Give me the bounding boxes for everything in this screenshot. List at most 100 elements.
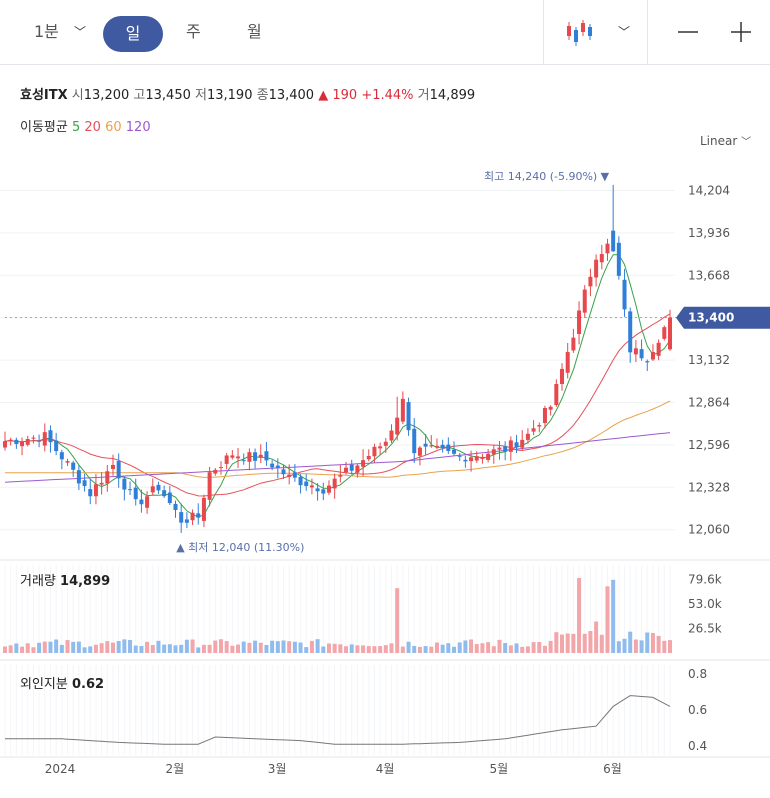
volume-bar [14,643,19,653]
volume-bar [93,644,98,653]
foreign-ownership-line [5,695,671,745]
candle-body [25,439,30,445]
scale-label: Linear [700,134,738,148]
candle-body [452,449,457,454]
volume-bar [531,642,536,653]
candle-body [304,481,309,487]
candle-body [656,342,661,356]
candle-body [639,349,644,359]
candle-body [571,337,576,351]
ma-60: 60 [105,120,122,135]
candle-body [491,449,496,455]
volume-bar [281,640,286,653]
volume-bar [71,641,76,653]
candle-body [599,254,604,263]
candle-body [594,259,599,278]
candle-body [662,327,667,339]
candle-body [145,496,150,508]
candle-body [457,455,462,457]
candle-body [417,447,422,456]
candle-body [520,439,525,448]
price-tick-label: 12,864 [688,395,730,409]
candle-body [247,452,252,462]
candle-body [349,464,354,471]
volume-bar [298,642,303,653]
candle-body [628,311,633,353]
volume-bar [25,643,30,653]
volume-bar [520,646,525,653]
volume-bar [389,643,394,653]
volume-bar [525,646,530,653]
volume-bar [429,646,434,653]
chevron-down-icon[interactable]: ﹀ [74,25,87,39]
candle-body [378,446,383,449]
close-value: 13,400 [268,88,315,103]
volume-bar [480,643,485,653]
interval-select[interactable]: 1분 [34,0,59,64]
volume-bar [8,645,13,653]
candle-body [531,428,536,432]
ma-20: 20 [84,120,101,135]
volume-bar [287,641,292,653]
volume-bar [201,644,206,653]
volume-bar [503,643,508,653]
volume-bar [332,643,337,653]
candle-body [258,454,263,458]
candle-body [207,472,212,500]
candle-body [82,480,87,487]
candle-body [400,398,405,422]
chevron-down-icon[interactable]: ﹀ [618,25,631,39]
plus-icon[interactable] [730,21,752,43]
candle-body [480,456,485,459]
volume-bar [633,639,638,653]
high-label: 고 [133,88,146,103]
candle-body [412,428,417,454]
open-value: 13,200 [83,88,130,103]
tab-week[interactable]: 주 [186,22,201,41]
candle-body [281,469,286,475]
tab-month[interactable]: 월 [247,22,262,41]
candle-body [406,402,411,431]
volume-bar [76,641,81,653]
candle-body [236,456,241,459]
volume-bar [355,645,360,653]
price-tick-label: 12,060 [688,523,730,537]
candle-body [622,279,627,310]
volume-bar [406,641,411,653]
volume-bar [241,641,246,653]
candle-body [230,455,235,458]
volume-bar [571,633,576,653]
candle-body [463,459,468,462]
volume-bar [497,639,502,653]
candle-body [14,439,19,444]
candle-body [201,497,206,521]
candle-body [190,512,195,521]
volume-bar [622,638,627,653]
open-label: 시 [71,88,84,103]
scale-select[interactable]: Linear ﹀ [700,133,751,148]
volume-bar [537,641,542,653]
candle-body [469,457,474,462]
volume-bar [542,645,547,653]
candle-body [184,519,189,523]
minus-icon[interactable] [677,21,699,43]
volume-bar [145,641,150,653]
moving-average-legend[interactable]: 이동평균 5 20 60 120 [20,116,151,135]
volume-bar [565,633,570,653]
candlestick-icon[interactable] [564,18,594,48]
candle-body [42,432,47,446]
candle-body [167,492,172,504]
candle-body [275,465,280,468]
volume-bar [412,645,417,653]
volume-bar [514,643,519,653]
candle-body [497,447,502,450]
candle-body [321,489,326,494]
volume-bar [452,646,457,653]
candle-body [508,440,513,452]
volume-bar [309,640,314,653]
volume-bar [326,643,331,653]
volume-bar [321,646,326,653]
tab-day[interactable]: 일 [103,16,163,52]
candle-body [372,446,377,457]
